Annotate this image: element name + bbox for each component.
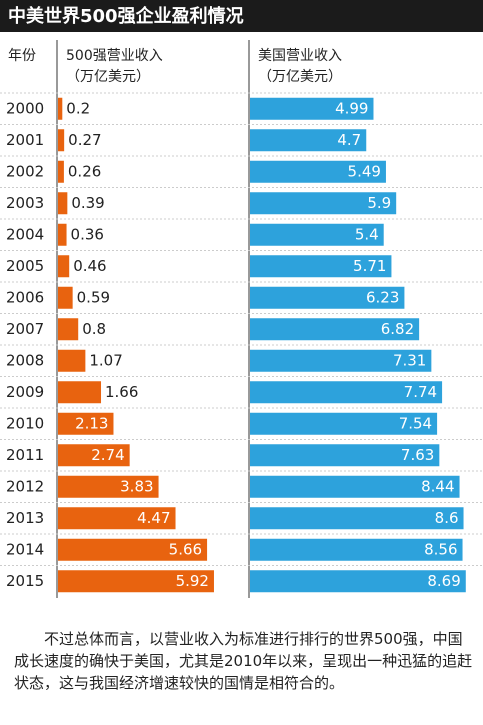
value-label: 8.69 (427, 572, 460, 590)
bar (58, 129, 65, 152)
value-label: 0.26 (68, 162, 101, 180)
bar (250, 444, 440, 467)
value-label: 8.6 (435, 509, 459, 527)
value-label: 3.83 (120, 477, 153, 495)
value-label: 2.74 (91, 446, 124, 464)
y-tick-label: 2012 (6, 477, 44, 495)
value-label: 5.9 (367, 194, 391, 212)
bar (250, 412, 438, 435)
value-label: 2.13 (75, 414, 108, 432)
y-tick-label: 2010 (6, 414, 44, 432)
bar (250, 507, 464, 530)
bar (58, 381, 102, 404)
series-unit: （万亿美元） (66, 69, 150, 85)
y-tick-label: 2001 (6, 131, 44, 149)
series-header: 500强营业收入 (66, 48, 163, 64)
value-label: 4.7 (337, 131, 361, 149)
y-tick-label: 2009 (6, 383, 44, 401)
title-bar (0, 0, 483, 32)
bar (250, 192, 397, 215)
value-label: 0.59 (77, 288, 110, 306)
value-label: 8.56 (424, 540, 457, 558)
bar (58, 223, 67, 246)
value-label: 8.44 (421, 477, 454, 495)
bar (250, 318, 420, 341)
value-label: 7.54 (399, 414, 432, 432)
y-tick-label: 2011 (6, 446, 44, 464)
annotation: 不过总体而言，以营业收入为标准进行排行的世界500强，中国成长速度的确快于美国，… (14, 630, 473, 692)
y-tick-label: 2008 (6, 351, 44, 369)
value-label: 1.07 (89, 351, 122, 369)
bar (58, 412, 114, 435)
bar (250, 160, 386, 183)
value-label: 0.8 (82, 320, 106, 338)
bar (58, 475, 159, 498)
bar (58, 570, 214, 593)
bar (58, 507, 176, 530)
value-label: 0.2 (66, 99, 90, 117)
y-tick-label: 2002 (6, 162, 44, 180)
y-tick-label: 2005 (6, 257, 44, 275)
bar (58, 97, 63, 120)
bar (58, 286, 73, 309)
bar (58, 160, 64, 183)
value-label: 0.46 (73, 257, 106, 275)
bar (250, 538, 463, 561)
y-tick-label: 2013 (6, 509, 44, 527)
y-tick-label: 2006 (6, 288, 44, 306)
bar (250, 223, 384, 246)
bar (250, 129, 367, 152)
value-label: 6.23 (366, 288, 399, 306)
y-tick-label: 2015 (6, 572, 44, 590)
bar (58, 192, 68, 215)
bar (58, 255, 70, 278)
bar (250, 381, 443, 404)
bar (58, 349, 86, 372)
value-label: 5.71 (353, 257, 386, 275)
category-header: 年份 (8, 48, 36, 64)
value-label: 0.27 (68, 131, 101, 149)
bar (250, 286, 405, 309)
bar (58, 538, 208, 561)
value-label: 1.66 (105, 383, 138, 401)
value-label: 5.4 (355, 225, 379, 243)
value-label: 7.31 (393, 351, 426, 369)
series-header: 美国营业收入 (258, 48, 342, 64)
value-label: 7.63 (401, 446, 434, 464)
chart: 中美世界500强企业盈利情况 年份 500强营业收入 （万亿美元） 美国营业收入… (0, 0, 483, 598)
value-label: 5.49 (348, 162, 381, 180)
chart-title: 中美世界500强企业盈利情况 (8, 5, 244, 27)
bar (250, 255, 392, 278)
bar (250, 570, 466, 593)
bar (250, 97, 374, 120)
value-label: 6.82 (381, 320, 414, 338)
value-label: 7.74 (404, 383, 437, 401)
y-tick-label: 2003 (6, 194, 44, 212)
value-label: 4.99 (335, 99, 368, 117)
y-tick-label: 2004 (6, 225, 44, 243)
value-label: 0.39 (71, 194, 104, 212)
y-tick-label: 2000 (6, 99, 44, 117)
value-label: 5.66 (169, 540, 202, 558)
bar (250, 475, 460, 498)
bar (58, 444, 130, 467)
bar (58, 318, 79, 341)
value-label: 0.36 (71, 225, 104, 243)
y-tick-label: 2007 (6, 320, 44, 338)
bar (250, 349, 432, 372)
value-label: 5.92 (176, 572, 209, 590)
value-label: 4.47 (137, 509, 170, 527)
series-unit: （万亿美元） (258, 69, 342, 85)
y-tick-label: 2014 (6, 540, 44, 558)
